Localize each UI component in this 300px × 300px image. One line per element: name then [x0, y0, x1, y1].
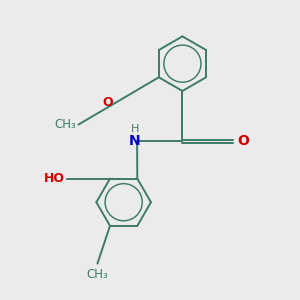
Text: HO: HO: [44, 172, 65, 185]
Text: H: H: [131, 124, 139, 134]
Text: CH₃: CH₃: [86, 268, 108, 281]
Text: CH₃: CH₃: [55, 118, 76, 131]
Text: O: O: [103, 96, 113, 109]
Text: O: O: [237, 134, 249, 148]
Text: N: N: [129, 134, 141, 148]
